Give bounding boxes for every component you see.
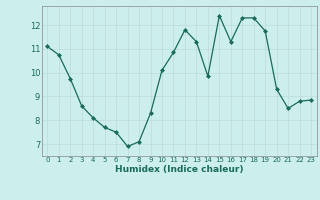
X-axis label: Humidex (Indice chaleur): Humidex (Indice chaleur) <box>115 165 244 174</box>
